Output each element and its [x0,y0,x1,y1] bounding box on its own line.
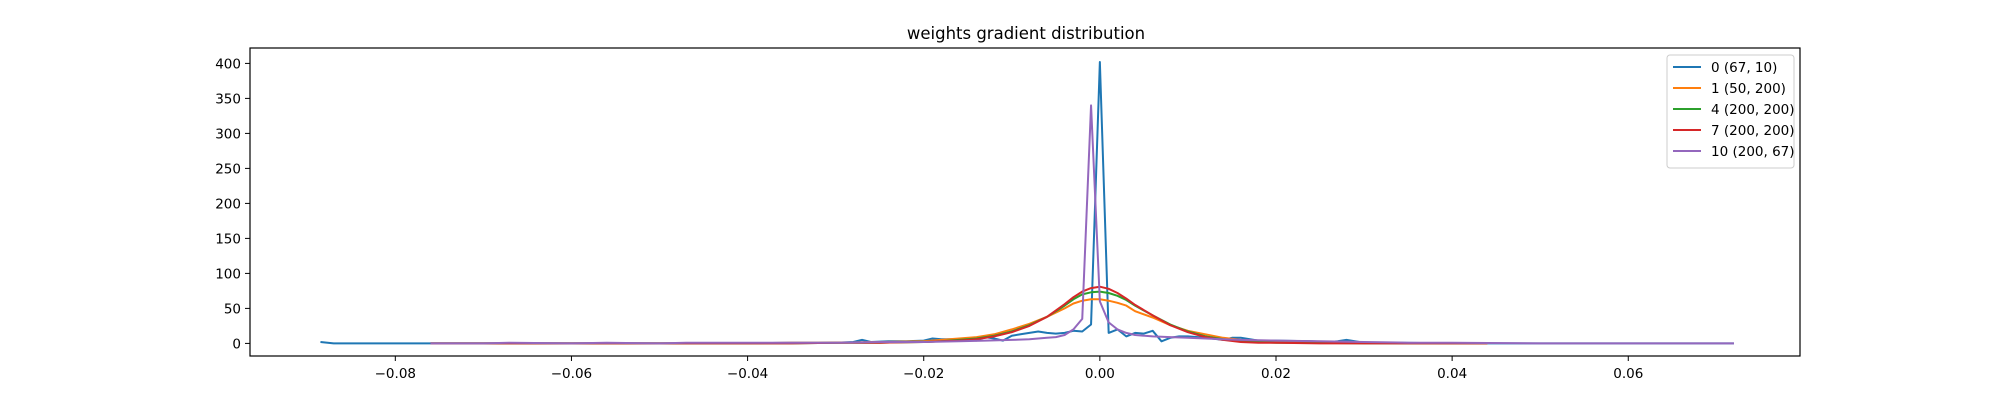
legend-label-3: 7 (200, 200) [1711,123,1795,139]
plot-frame [249,47,1801,357]
y-tick-label: 100 [215,266,241,282]
y-tick-label: 50 [224,301,241,317]
legend-label-0: 0 (67, 10) [1711,60,1777,76]
y-tick-label: 300 [215,126,241,142]
series-lines [320,61,1734,345]
y-axis: 0 50 100 150 200 250 300 350 400 [215,56,250,352]
x-tick-label: −0.04 [727,366,768,382]
x-tick-label: 0.02 [1261,366,1291,382]
x-tick-label: 0.00 [1085,366,1115,382]
x-tick-label: −0.06 [551,366,592,382]
y-tick-label: 250 [215,161,241,177]
y-tick-label: 400 [215,56,241,72]
y-tick-label: 200 [215,196,241,212]
y-tick-label: 0 [232,336,241,352]
legend: 0 (67, 10) 1 (50, 200) 4 (200, 200) 7 (200,… [1666,54,1795,169]
y-tick-label: 350 [215,91,241,107]
x-tick-label: −0.02 [903,366,944,382]
series-line-4 [430,104,1734,345]
y-tick-label: 150 [215,231,241,247]
chart-title: weights gradient distribution [907,24,1145,43]
x-tick-label: −0.08 [375,366,416,382]
x-tick-label: 0.06 [1613,366,1643,382]
x-axis: −0.08 −0.06 −0.04 −0.02 0.00 0.02 0.04 0.06 [375,356,1643,382]
legend-label-2: 4 (200, 200) [1711,102,1795,118]
legend-label-1: 1 (50, 200) [1711,81,1786,97]
x-tick-label: 0.04 [1437,366,1467,382]
legend-label-4: 10 (200, 67) [1711,144,1795,160]
legend-frame [1666,54,1795,169]
